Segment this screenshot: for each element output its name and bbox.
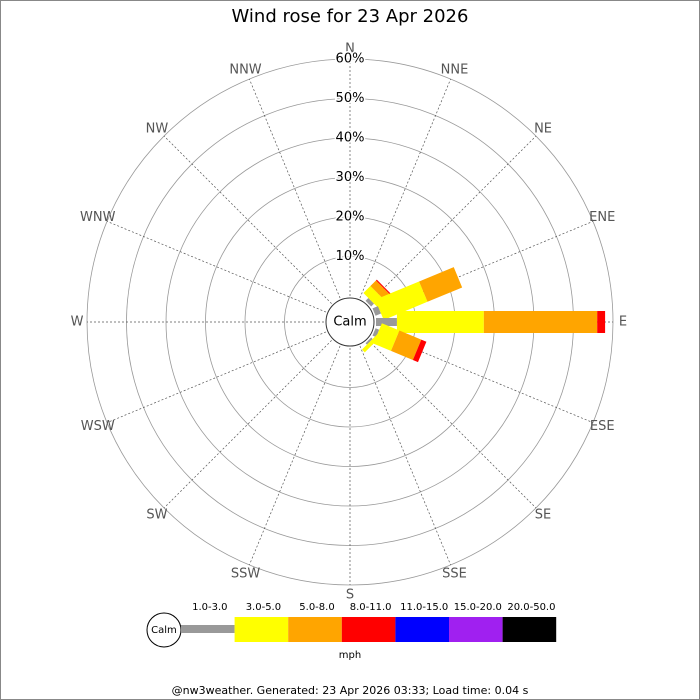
r-tick-label: 50% <box>336 91 365 106</box>
spoke <box>249 345 341 566</box>
wind-segment <box>396 311 484 333</box>
direction-label: SSW <box>231 567 261 582</box>
wind-segment <box>483 311 598 333</box>
direction-label: SW <box>146 508 167 523</box>
spoke <box>359 345 451 566</box>
r-tick-label: 10% <box>336 249 365 264</box>
legend-label: 20.0-50.0 <box>507 602 555 613</box>
legend-swatch <box>234 617 289 642</box>
spoke <box>163 135 332 304</box>
r-tick-label: 20% <box>336 210 365 225</box>
direction-label: ENE <box>589 210 615 225</box>
wind-segment <box>376 318 397 326</box>
direction-label: W <box>71 315 84 330</box>
direction-label: NW <box>146 121 169 136</box>
spoke <box>368 340 537 509</box>
legend-label: 11.0-15.0 <box>400 602 448 613</box>
unit-label: mph <box>339 650 361 661</box>
wind-segment <box>419 267 463 302</box>
direction-label: S <box>346 588 354 603</box>
direction-label: ESE <box>590 419 615 434</box>
legend-label: 3.0-5.0 <box>246 602 281 613</box>
legend-swatch <box>288 617 342 642</box>
legend-calm-label: Calm <box>151 625 177 636</box>
legend-swatch <box>449 617 503 642</box>
wind-segment <box>375 281 428 320</box>
direction-label: WNW <box>80 210 116 225</box>
wind-segment <box>597 311 606 333</box>
wind-segment <box>412 339 427 363</box>
spoke <box>368 135 537 304</box>
spoke <box>359 78 451 299</box>
r-tick-label: 60% <box>336 52 365 67</box>
spoke <box>106 331 327 423</box>
wind-segment <box>365 337 373 345</box>
direction-label: NNE <box>441 62 469 77</box>
legend-swatch <box>181 625 235 633</box>
legend-swatch <box>502 617 557 642</box>
calm-label: Calm <box>333 315 366 330</box>
footer: @nw3weather. Generated: 23 Apr 2026 03:3… <box>172 684 529 697</box>
r-tick-label: 40% <box>336 131 365 146</box>
spoke <box>373 221 594 313</box>
wind-segment <box>373 323 400 351</box>
spoke <box>249 78 341 299</box>
spoke <box>163 340 332 509</box>
direction-label: E <box>619 315 627 330</box>
direction-label: NNW <box>229 62 261 77</box>
wind-segment <box>372 328 380 338</box>
r-tick-label: 30% <box>336 170 365 185</box>
wind-segment <box>362 334 381 353</box>
wind-segment <box>390 330 422 360</box>
direction-label: WSW <box>81 419 115 434</box>
legend-swatch <box>341 617 396 642</box>
spoke <box>373 331 594 423</box>
legend-label: 1.0-3.0 <box>192 602 227 613</box>
calm-circle <box>325 297 375 347</box>
chart-title: Wind rose for 23 Apr 2026 <box>232 6 469 27</box>
wind-segment <box>375 279 393 297</box>
direction-label: SSE <box>442 567 467 582</box>
legend-swatch <box>395 617 449 642</box>
wind-segment <box>365 297 375 307</box>
legend-label: 15.0-20.0 <box>454 602 502 613</box>
legend-label: 5.0-8.0 <box>299 602 334 613</box>
direction-label: NE <box>534 121 552 136</box>
direction-label: N <box>345 42 355 57</box>
wind-segment <box>372 306 382 316</box>
direction-label: SE <box>535 508 551 523</box>
spoke <box>106 221 327 313</box>
legend-label: 8.0-11.0 <box>350 602 392 613</box>
